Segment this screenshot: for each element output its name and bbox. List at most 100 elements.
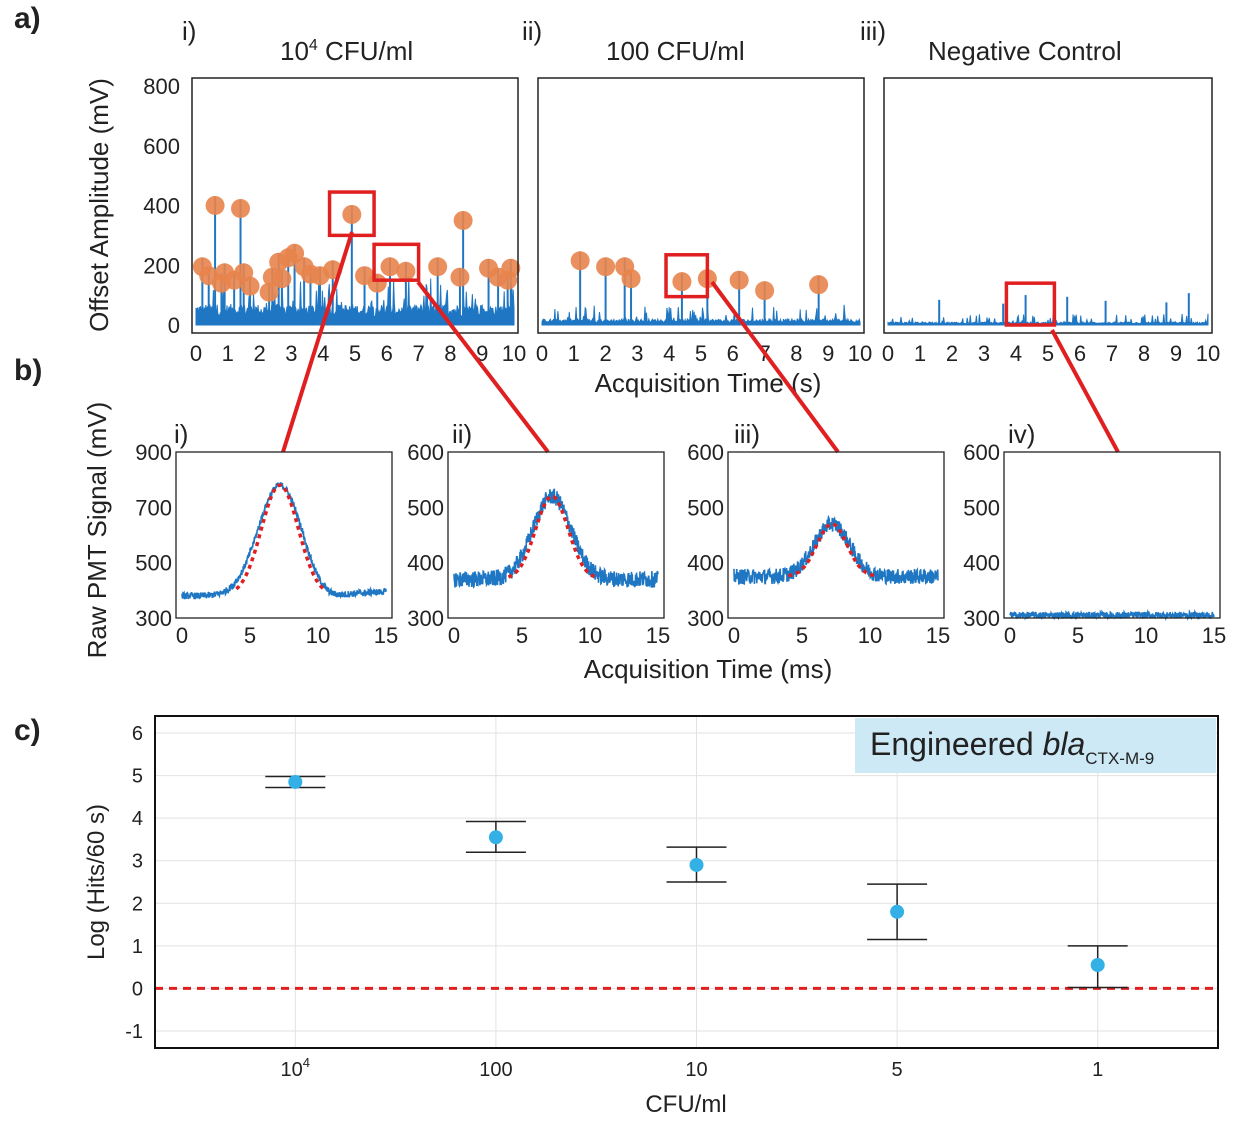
panel-a-ylabel: Offset Amplitude (mV) bbox=[84, 78, 114, 332]
x-tick-label: 15 bbox=[646, 623, 670, 648]
hit-marker bbox=[809, 275, 829, 295]
x-tick-label: 3 bbox=[285, 341, 297, 366]
panel-c-plot: -1 0 1 2 3 4 5 6 104 100 10 5 1 Engineered blaCTX-M-9 bbox=[125, 715, 1219, 1081]
x-tick-label: 15 bbox=[1202, 623, 1226, 648]
pmt-signal-trace bbox=[733, 514, 939, 586]
hit-marker bbox=[755, 281, 775, 301]
panel-a-i-title: 104 CFU/ml bbox=[280, 36, 413, 66]
x-tick-label: 1 bbox=[222, 341, 234, 366]
x-tick-label: 0 bbox=[728, 623, 740, 648]
panel-a-ii-roman: ii) bbox=[522, 16, 542, 46]
panel-a: i) 104 CFU/ml ii) 100 CFU/ml iii) Negati… bbox=[84, 16, 1220, 398]
x-tick-label: 6 bbox=[1074, 341, 1086, 366]
y-tick-label: 400 bbox=[143, 194, 180, 219]
x-tick-label: 5 bbox=[1042, 341, 1054, 366]
hit-marker bbox=[428, 257, 448, 277]
y-tick-label: 300 bbox=[963, 606, 1000, 631]
panel-a-iii-plot: 0 1 2 3 4 5 6 7 8 9 10 bbox=[882, 77, 1220, 366]
panel-b-ii-roman: ii) bbox=[452, 419, 472, 449]
y-tick-label: 900 bbox=[135, 440, 172, 465]
x-tick-label: 5 bbox=[892, 1059, 903, 1081]
panel-b-xlabel: Acquisition Time (ms) bbox=[584, 654, 833, 684]
hit-marker bbox=[272, 269, 292, 289]
zoom-highlight-box bbox=[372, 242, 421, 282]
y-tick-label: 300 bbox=[687, 606, 724, 631]
y-tick-label: 600 bbox=[143, 134, 180, 159]
x-tick-label: 3 bbox=[631, 341, 643, 366]
x-tick-label: 10 bbox=[1134, 623, 1158, 648]
hit-marker bbox=[450, 267, 470, 287]
panel-a-iii-title: Negative Control bbox=[928, 36, 1122, 66]
hit-marker bbox=[205, 196, 225, 215]
hit-marker bbox=[367, 273, 387, 293]
y-tick-label: 300 bbox=[135, 606, 172, 631]
mean-point bbox=[288, 774, 303, 789]
hit-marker bbox=[453, 210, 473, 230]
y-tick-label: -1 bbox=[125, 1021, 143, 1043]
panel-b-iv-plot: 0 5 10 15 300 400 500 600 bbox=[963, 440, 1226, 648]
x-tick-label: 0 bbox=[190, 341, 202, 366]
hit-marker bbox=[570, 251, 590, 271]
y-tick-label: 600 bbox=[687, 440, 724, 465]
x-tick-label: 104 bbox=[281, 1055, 310, 1081]
x-tick-label: 5 bbox=[695, 341, 707, 366]
gaussian-fit bbox=[507, 494, 597, 579]
hit-marker bbox=[621, 269, 641, 289]
panel-b-i-roman: i) bbox=[174, 419, 188, 449]
y-tick-label: 600 bbox=[963, 440, 1000, 465]
x-tick-label: 10 bbox=[1196, 341, 1220, 366]
x-tick-label: 3 bbox=[978, 341, 990, 366]
axes-box bbox=[883, 77, 1213, 334]
x-tick-label: 2 bbox=[599, 341, 611, 366]
pmt-signal-trace bbox=[453, 488, 659, 589]
x-tick-label: 1 bbox=[568, 341, 580, 366]
axes-box bbox=[191, 77, 519, 334]
x-tick-label: 5 bbox=[349, 341, 361, 366]
axes-box bbox=[1003, 451, 1221, 619]
axes-box bbox=[447, 451, 665, 619]
panel-b-ylabel: Raw PMT Signal (mV) bbox=[82, 402, 112, 659]
hit-marker bbox=[231, 198, 251, 218]
zoom-connector-line bbox=[710, 280, 840, 454]
y-tick-label: 700 bbox=[135, 495, 172, 520]
x-tick-label: 4 bbox=[317, 341, 329, 366]
y-tick-label: 1 bbox=[132, 936, 143, 958]
x-tick-label: 6 bbox=[727, 341, 739, 366]
axes-box bbox=[727, 451, 945, 619]
y-tick-label: 400 bbox=[687, 551, 724, 576]
panel-b-iii-roman: iii) bbox=[734, 419, 760, 449]
y-tick-label: 0 bbox=[168, 313, 180, 338]
y-tick-label: 0 bbox=[132, 978, 143, 1000]
panel-b-label: b) bbox=[14, 354, 42, 387]
noise-trace bbox=[541, 304, 861, 326]
axes-box bbox=[175, 451, 393, 619]
axes-box bbox=[537, 77, 865, 334]
x-tick-label: 6 bbox=[381, 341, 393, 366]
legend-text: Engineered blaCTX-M-9 bbox=[870, 726, 1154, 768]
panel-b-iii-plot: 0 5 10 15 300 400 500 600 bbox=[687, 440, 950, 648]
y-tick-label: 4 bbox=[132, 808, 143, 830]
y-tick-label: 800 bbox=[143, 74, 180, 99]
x-tick-label: 0 bbox=[882, 341, 894, 366]
hit-marker bbox=[729, 270, 749, 290]
y-tick-label: 500 bbox=[407, 495, 444, 520]
panel-c: -1 0 1 2 3 4 5 6 104 100 10 5 1 Engineered blaCTX-M-9… bbox=[83, 715, 1219, 1118]
hit-marker bbox=[240, 276, 260, 296]
y-tick-label: 400 bbox=[407, 551, 444, 576]
zoom-connector-line bbox=[416, 280, 550, 454]
x-tick-label: 5 bbox=[244, 623, 256, 648]
hit-marker bbox=[501, 258, 521, 278]
panel-c-ylabel: Log (Hits/60 s) bbox=[83, 804, 110, 960]
x-tick-label: 5 bbox=[516, 623, 528, 648]
y-tick-label: 500 bbox=[687, 495, 724, 520]
panel-c-xlabel: CFU/ml bbox=[645, 1091, 726, 1118]
x-tick-label: 0 bbox=[1004, 623, 1016, 648]
axes-box bbox=[154, 715, 1219, 1049]
x-tick-label: 8 bbox=[1138, 341, 1150, 366]
x-tick-label: 9 bbox=[822, 341, 834, 366]
y-tick-label: 2 bbox=[132, 893, 143, 915]
mean-point bbox=[1090, 958, 1105, 972]
y-tick-label: 6 bbox=[132, 723, 143, 745]
x-tick-label: 7 bbox=[412, 341, 424, 366]
